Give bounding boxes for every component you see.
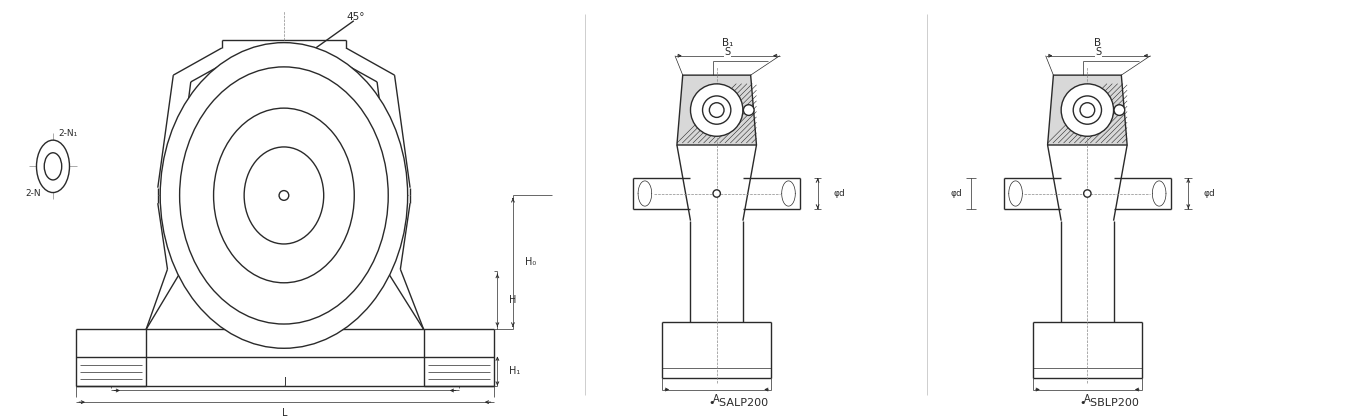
Text: J: J [283, 377, 286, 387]
Text: B₁: B₁ [721, 38, 733, 48]
Ellipse shape [44, 153, 62, 180]
Circle shape [690, 84, 743, 136]
Ellipse shape [213, 108, 355, 283]
Ellipse shape [160, 43, 407, 348]
Circle shape [1061, 84, 1113, 136]
Text: L: L [282, 408, 287, 418]
Circle shape [1113, 105, 1124, 115]
Circle shape [279, 191, 288, 200]
Text: • SBLP200: • SBLP200 [1080, 398, 1139, 408]
Text: A: A [1084, 394, 1091, 404]
Text: 45°: 45° [346, 12, 365, 22]
Text: 2-N₁: 2-N₁ [59, 129, 78, 138]
Circle shape [1080, 103, 1095, 117]
Text: 2-N: 2-N [26, 189, 42, 198]
Polygon shape [677, 75, 756, 145]
Circle shape [743, 105, 754, 115]
Text: B: B [1095, 38, 1101, 48]
Text: S: S [724, 47, 731, 57]
Ellipse shape [244, 147, 324, 244]
Text: H₀: H₀ [524, 257, 535, 268]
Text: φd: φd [1204, 189, 1216, 198]
Circle shape [1073, 96, 1101, 124]
Text: φd: φd [833, 189, 845, 198]
Circle shape [1084, 190, 1091, 197]
Circle shape [702, 96, 731, 124]
Circle shape [709, 103, 724, 117]
Polygon shape [1047, 75, 1127, 145]
Ellipse shape [179, 67, 388, 324]
Text: • SALP200: • SALP200 [709, 398, 768, 408]
Text: A: A [713, 394, 720, 404]
Text: φd: φd [950, 189, 962, 198]
Circle shape [713, 190, 720, 197]
Ellipse shape [36, 140, 70, 193]
Text: S: S [1095, 47, 1101, 57]
Text: H₁: H₁ [510, 366, 520, 376]
Text: H: H [510, 295, 516, 305]
